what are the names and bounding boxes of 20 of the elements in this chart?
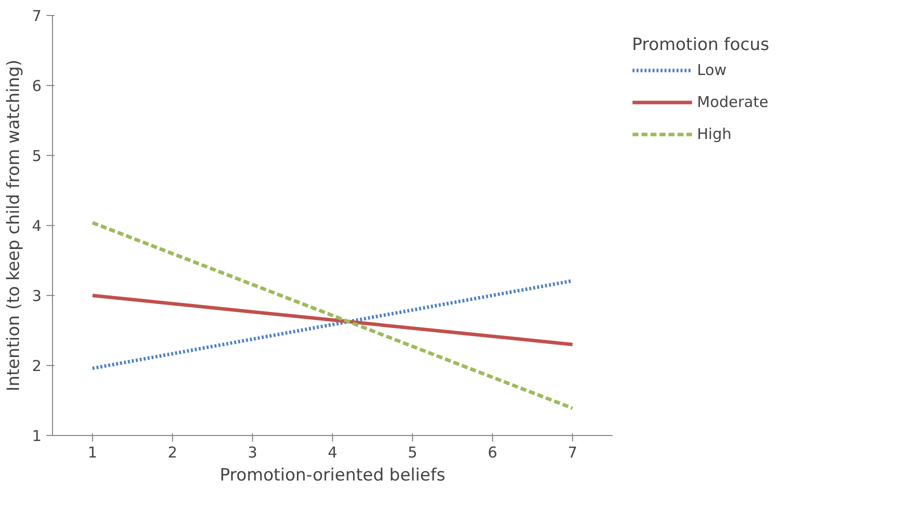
x-tick-label: 2 [168,444,178,462]
y-tick-label: 4 [32,217,42,235]
legend-label: Moderate [697,93,768,111]
x-tick-label: 3 [248,444,258,462]
y-tick-label: 7 [32,7,42,25]
y-tick-label: 3 [32,287,42,305]
x-tick-label: 6 [488,444,498,462]
legend-label: Low [697,61,727,79]
x-tick-label: 1 [88,444,98,462]
legend-label: High [697,125,732,143]
y-axis-title: Intention (to keep child from watching) [4,60,24,392]
legend-title: Promotion focus [632,35,770,55]
y-tick-label: 1 [32,427,42,445]
y-tick-label: 6 [32,77,42,95]
x-tick-label: 4 [328,444,338,462]
x-tick-label: 5 [408,444,418,462]
y-tick-label: 2 [32,357,42,375]
x-tick-label: 7 [568,444,578,462]
y-tick-label: 5 [32,147,42,165]
x-axis-title: Promotion-oriented beliefs [220,466,446,486]
